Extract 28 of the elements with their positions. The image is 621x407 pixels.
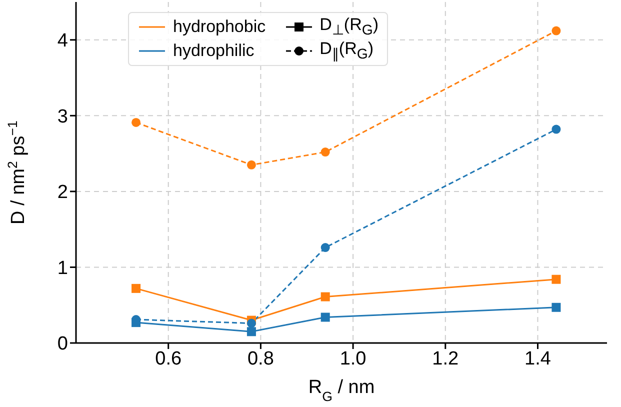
x-tick-label: 1.0 — [340, 348, 366, 370]
y-tick-label: 1 — [57, 258, 68, 279]
point — [246, 318, 256, 328]
point — [320, 148, 330, 157]
point — [246, 327, 256, 336]
point — [552, 26, 561, 36]
point — [320, 243, 330, 252]
x-tick-label: 1.4 — [524, 348, 552, 370]
point — [132, 284, 141, 293]
point — [320, 292, 330, 302]
annotation: hydrophilic — [173, 41, 254, 61]
y-tick-label: 4 — [57, 30, 68, 52]
point — [246, 160, 256, 170]
y-tick-label: 3 — [57, 106, 68, 128]
point — [552, 124, 561, 134]
point — [320, 312, 330, 322]
x-tick-label: 0.8 — [247, 348, 274, 370]
x-tick-label: 0.6 — [155, 348, 182, 370]
annotation: hydrophobic — [173, 17, 266, 37]
point — [552, 302, 561, 312]
y-tick-label: 2 — [57, 182, 68, 204]
annotation: D$_{∥}$(R$_{G}$) — [320, 39, 374, 63]
x-tick-label: 1.2 — [432, 348, 459, 370]
point — [132, 118, 141, 127]
x-axis-title: R$_{G}$ / nm — [308, 377, 375, 404]
point — [552, 274, 561, 284]
y-tick-label: 0 — [57, 334, 68, 355]
annotation: D$_{⊥}$(R$_{G}$) — [320, 15, 379, 39]
